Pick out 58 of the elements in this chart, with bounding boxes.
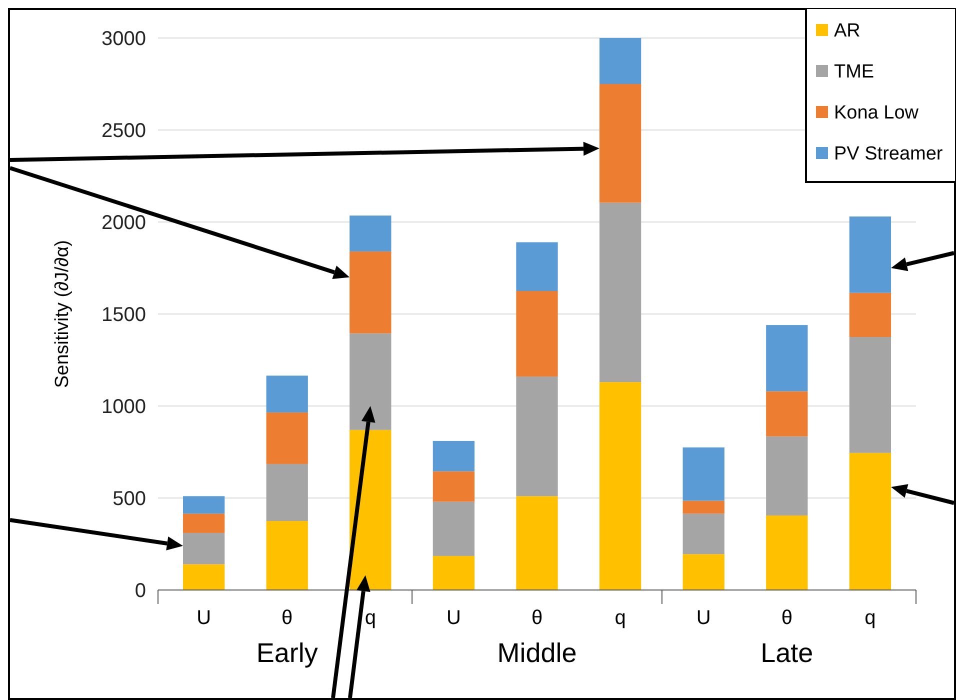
y-tick-label: 0 (134, 580, 146, 602)
legend-label: TME (834, 62, 874, 83)
text: Late (760, 638, 814, 668)
bar (516, 291, 558, 377)
text: Early (256, 638, 318, 668)
bar (266, 464, 308, 521)
x-tick-label: q (864, 607, 876, 629)
legend-label: PV Streamer (834, 144, 944, 165)
y-tick-label: 2500 (102, 120, 146, 142)
x-tick-label: θ (531, 607, 543, 629)
bar (350, 216, 392, 252)
y-tick-label: 2000 (102, 212, 146, 234)
bar (182, 564, 225, 590)
bar (182, 514, 225, 533)
x-tick-label: U (446, 607, 461, 629)
bar (516, 496, 558, 590)
bar (849, 452, 892, 590)
x-tick-label: U (696, 607, 711, 629)
bar (266, 521, 308, 590)
bar (766, 515, 808, 590)
y-tick-label: 1500 (102, 304, 146, 326)
bar (766, 436, 808, 516)
bar (350, 251, 392, 334)
bar (432, 440, 475, 472)
bar (266, 412, 308, 464)
bar (599, 382, 642, 590)
bar (682, 500, 724, 514)
bar (682, 514, 724, 554)
y-tick-label: 1000 (102, 396, 146, 418)
text: Middle (497, 638, 577, 668)
y-tick-label: 500 (112, 488, 146, 510)
bar (432, 471, 475, 502)
bar (849, 337, 892, 453)
x-tick-label: q (364, 607, 376, 629)
bar (766, 325, 808, 392)
bar (682, 554, 724, 590)
bar (766, 391, 808, 436)
bar (849, 292, 892, 337)
bar (432, 502, 475, 556)
x-tick-label: U (196, 607, 212, 629)
x-tick-label: θ (781, 607, 792, 629)
x-tick-label: θ (282, 607, 293, 629)
bar (599, 84, 642, 203)
bar (682, 447, 724, 501)
legend-label: AR (834, 20, 860, 42)
y-axis-title: Sensitivity (∂J/∂α) (52, 240, 73, 388)
bar (516, 376, 558, 496)
legend-label: Kona Low (834, 102, 919, 124)
bar (516, 242, 558, 291)
bar (849, 216, 892, 293)
bar (599, 38, 642, 84)
y-tick-label: 3000 (102, 28, 146, 50)
x-tick-label: q (614, 607, 626, 629)
bar (266, 376, 308, 412)
bar (182, 532, 225, 564)
bar (432, 556, 475, 590)
bar (182, 496, 225, 514)
bar (599, 202, 642, 382)
